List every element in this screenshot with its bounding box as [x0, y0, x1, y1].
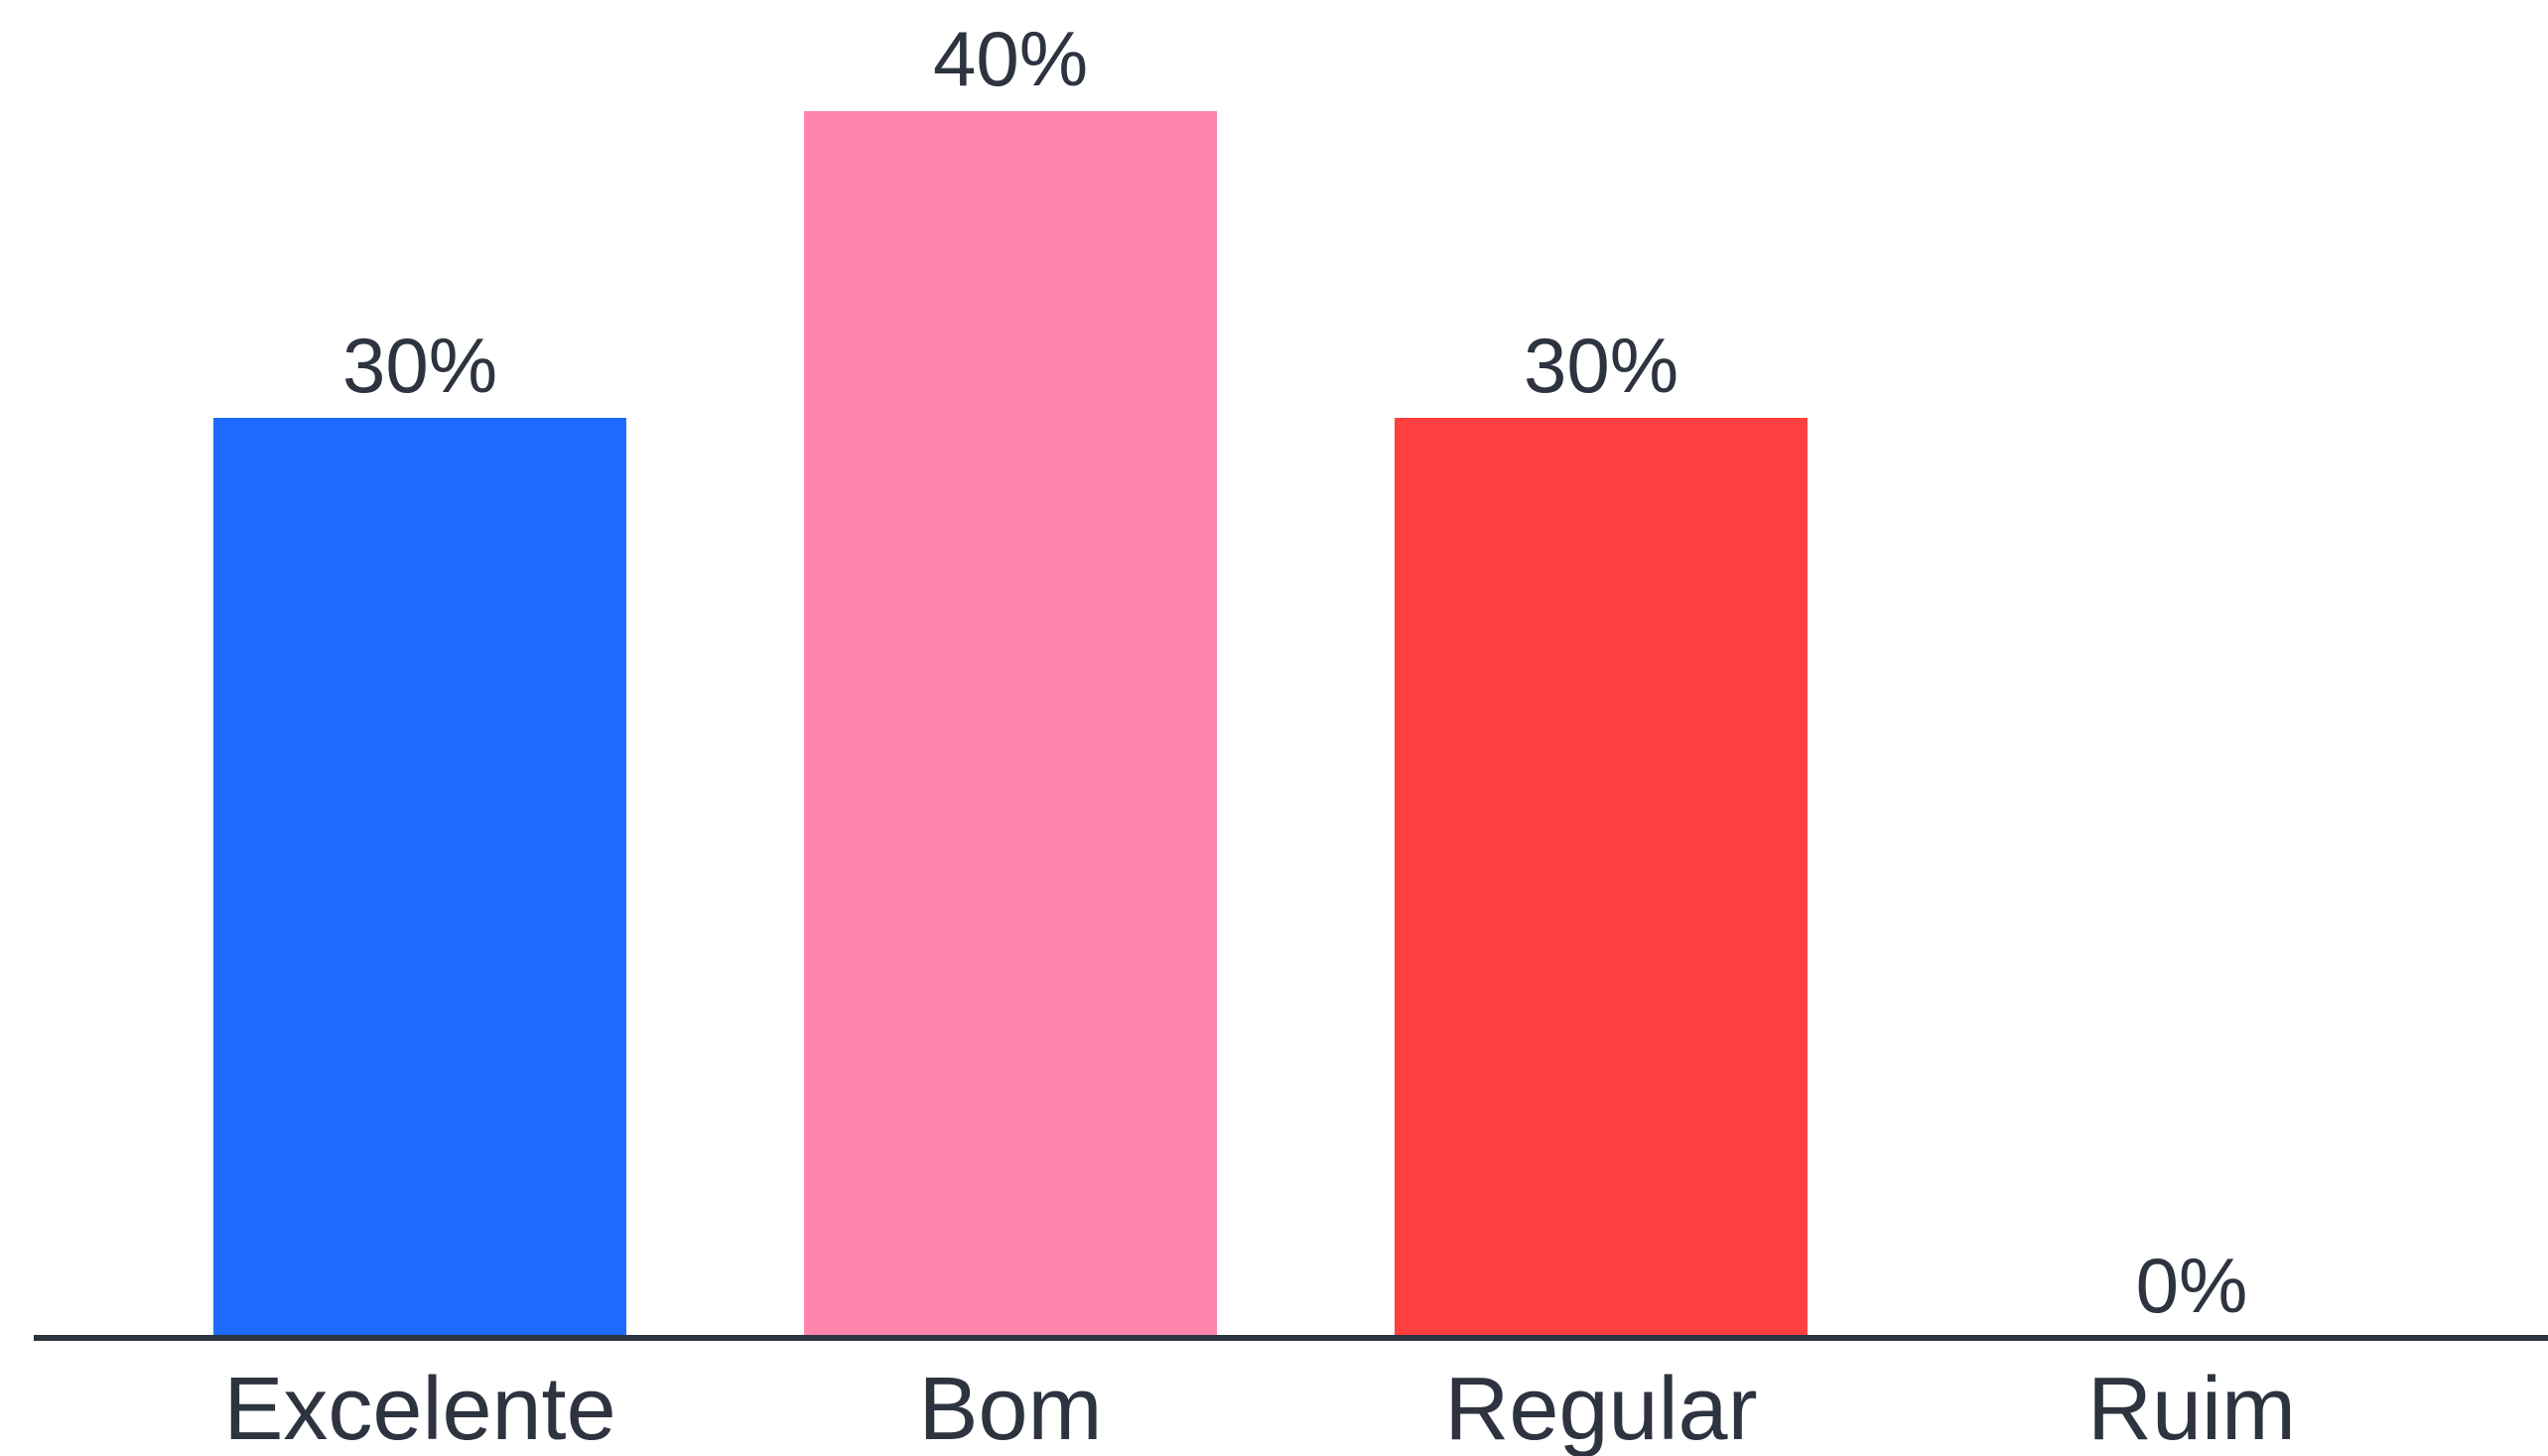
x-tick-label-excelente: Excelente — [223, 1360, 615, 1456]
bar-excelente — [213, 418, 626, 1338]
x-tick-label-ruim: Ruim — [2087, 1360, 2296, 1456]
data-label-excelente: 30% — [342, 322, 497, 409]
bar-bom — [804, 111, 1217, 1338]
data-label-regular: 30% — [1524, 322, 1678, 409]
bars-group — [213, 111, 1808, 1338]
value-labels-group: 30% 40% 30% 0% — [342, 15, 2247, 1329]
category-labels-group: Excelente Bom Regular Ruim — [223, 1360, 2296, 1456]
x-tick-label-regular: Regular — [1444, 1360, 1757, 1456]
x-tick-label-bom: Bom — [918, 1360, 1102, 1456]
data-label-ruim: 0% — [2136, 1242, 2248, 1329]
bar-regular — [1395, 418, 1808, 1338]
data-label-bom: 40% — [933, 15, 1088, 102]
